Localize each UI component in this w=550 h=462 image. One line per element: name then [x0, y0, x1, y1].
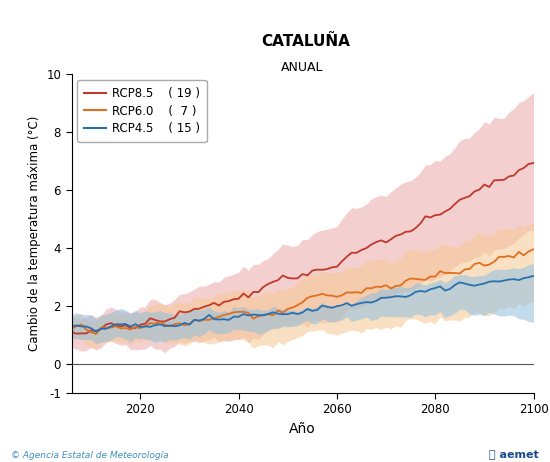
Text: Ⓜ aemet: Ⓜ aemet	[490, 450, 539, 460]
Legend: RCP8.5    ( 19 ), RCP6.0    (  7 ), RCP4.5    ( 15 ): RCP8.5 ( 19 ), RCP6.0 ( 7 ), RCP4.5 ( 15…	[78, 80, 207, 142]
Title: ANUAL: ANUAL	[281, 61, 324, 74]
Text: CATALUÑA: CATALUÑA	[261, 34, 350, 49]
X-axis label: Año: Año	[289, 422, 316, 436]
Text: © Agencia Estatal de Meteorología: © Agencia Estatal de Meteorología	[11, 451, 169, 460]
Y-axis label: Cambio de la temperatura máxima (°C): Cambio de la temperatura máxima (°C)	[28, 116, 41, 351]
